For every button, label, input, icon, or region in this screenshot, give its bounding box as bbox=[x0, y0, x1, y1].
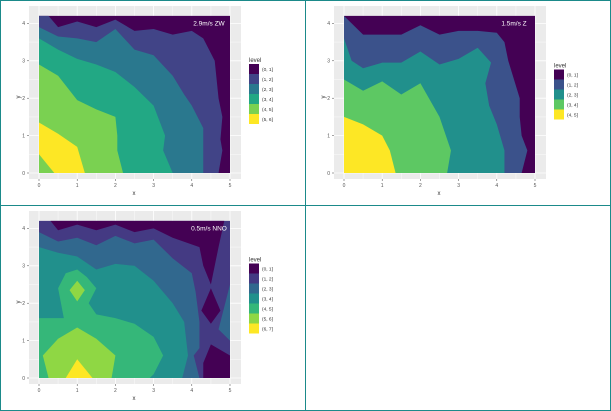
y-tick-label: 1 bbox=[22, 133, 25, 139]
legend-key bbox=[554, 89, 564, 100]
panel-1-5ms-z: 1.5m/s Z 0 1 2 3 4 5 0 1 2 3 4 x y level (0, 1] (1, 2] (2… bbox=[305, 0, 611, 206]
contour-plot: 1.5m/s Z 0 1 2 3 4 5 0 1 2 3 4 x y level(0, 1] (1, 2] (2… bbox=[321, 6, 578, 197]
contour-band-6 bbox=[65, 359, 93, 378]
legend-label: (2, 3] bbox=[262, 87, 273, 93]
x-tick-label: 4 bbox=[495, 183, 498, 189]
empty-panel bbox=[305, 205, 611, 411]
legend-label: (3, 4] bbox=[262, 97, 273, 103]
legend-key bbox=[249, 114, 259, 124]
panel-0-5ms-nno: 0.5m/s NNO 0 1 2 3 4 5 0 1 2 3 4 x y level (0, 1] (1, 2]… bbox=[0, 205, 306, 411]
y-tick-label: 4 bbox=[327, 21, 330, 27]
x-tick-label: 5 bbox=[229, 388, 232, 394]
contour-band-2 bbox=[218, 284, 230, 341]
y-tick-label: 2 bbox=[22, 96, 25, 102]
y-axis-label: y bbox=[16, 96, 22, 99]
legend-key bbox=[249, 293, 259, 304]
legend-label: (5, 6] bbox=[262, 117, 273, 123]
panel-annotation: 0.5m/s NNO bbox=[191, 225, 227, 232]
legend-key bbox=[249, 104, 259, 114]
contour-band-5 bbox=[39, 122, 85, 173]
legend-label: (3, 4] bbox=[262, 296, 273, 302]
panel-annotation: 2.9m/s ZW bbox=[193, 20, 225, 27]
contour-band-0 bbox=[203, 344, 230, 378]
contour-band-4 bbox=[344, 116, 396, 173]
x-tick-label: 3 bbox=[152, 388, 155, 394]
legend-key bbox=[554, 109, 564, 120]
contour-plot: 0.5m/s NNO 0 1 2 3 4 5 0 1 2 3 4 x y level(0, 1] (1, 2]… bbox=[16, 211, 273, 402]
x-tick-label: 0 bbox=[38, 183, 41, 189]
y-tick-label: 1 bbox=[327, 133, 330, 139]
x-tick-label: 2 bbox=[114, 388, 117, 394]
y-tick-label: 4 bbox=[22, 226, 25, 232]
y-tick-label: 3 bbox=[22, 59, 25, 65]
legend-key bbox=[554, 99, 564, 110]
y-tick-label: 3 bbox=[22, 264, 25, 270]
legend-label: (4, 5] bbox=[262, 107, 273, 113]
x-tick-label: 1 bbox=[381, 183, 384, 189]
legend-key bbox=[249, 263, 259, 274]
x-axis-label: x bbox=[438, 191, 441, 197]
x-axis-label: x bbox=[133, 396, 136, 402]
y-tick-label: 0 bbox=[22, 171, 25, 177]
legend-label: (1, 2] bbox=[262, 276, 273, 282]
y-tick-label: 3 bbox=[327, 59, 330, 65]
y-axis-label: y bbox=[16, 301, 22, 304]
panel-2-9ms-zw: 2.9m/s ZW 0 1 2 3 4 5 0 1 2 3 4 x y level (0, 1] (1, 2] (… bbox=[0, 0, 306, 206]
legend-label: (4, 5] bbox=[262, 306, 273, 312]
legend-label: (2, 3] bbox=[262, 286, 273, 292]
y-axis-label: y bbox=[321, 96, 327, 99]
legend-title: level bbox=[249, 58, 261, 64]
contour-plot: 2.9m/s ZW 0 1 2 3 4 5 0 1 2 3 4 x y level(0, 1] (1, 2] (… bbox=[16, 6, 273, 197]
x-tick-label: 1 bbox=[76, 388, 79, 394]
y-tick-label: 4 bbox=[22, 21, 25, 27]
legend-title: level bbox=[249, 258, 261, 264]
legend-key bbox=[249, 74, 259, 84]
legend-label: (4, 5] bbox=[567, 112, 578, 118]
x-tick-label: 0 bbox=[343, 183, 346, 189]
legend-key bbox=[249, 323, 259, 334]
legend-label: (2, 3] bbox=[567, 92, 578, 98]
legend-key bbox=[249, 273, 259, 284]
x-tick-label: 5 bbox=[534, 183, 537, 189]
panel-annotation: 1.5m/s Z bbox=[501, 20, 526, 27]
legend-title: level bbox=[554, 64, 566, 70]
legend-key bbox=[554, 69, 564, 80]
y-tick-label: 0 bbox=[22, 376, 25, 382]
x-tick-label: 2 bbox=[114, 183, 117, 189]
legend-label: (1, 2] bbox=[262, 77, 273, 83]
x-tick-label: 3 bbox=[457, 183, 460, 189]
legend-label: (6, 7] bbox=[262, 326, 273, 332]
contour-band-0 bbox=[50, 220, 225, 285]
legend-label: (0, 1] bbox=[262, 266, 273, 272]
legend-key bbox=[249, 283, 259, 294]
x-tick-label: 4 bbox=[190, 388, 193, 394]
legend-key bbox=[249, 64, 259, 74]
x-tick-label: 1 bbox=[76, 183, 79, 189]
legend-label: (0, 1] bbox=[567, 72, 578, 78]
legend-key bbox=[249, 313, 259, 324]
legend-label: (5, 6] bbox=[262, 316, 273, 322]
legend-label: (0, 1] bbox=[262, 67, 273, 73]
legend-key bbox=[249, 94, 259, 104]
contour-band-5 bbox=[69, 280, 85, 302]
y-tick-label: 0 bbox=[327, 171, 330, 177]
x-tick-label: 3 bbox=[152, 183, 155, 189]
contour-band-5 bbox=[42, 327, 116, 378]
y-tick-label: 2 bbox=[327, 96, 330, 102]
legend-key bbox=[249, 303, 259, 314]
x-axis-label: x bbox=[133, 191, 136, 197]
x-tick-label: 2 bbox=[419, 183, 422, 189]
legend-key bbox=[554, 79, 564, 90]
x-tick-label: 4 bbox=[190, 183, 193, 189]
y-tick-label: 2 bbox=[22, 301, 25, 307]
y-tick-label: 1 bbox=[22, 338, 25, 344]
legend-label: (3, 4] bbox=[567, 102, 578, 108]
x-tick-label: 5 bbox=[229, 183, 232, 189]
contour-band-0 bbox=[201, 288, 221, 324]
legend-key bbox=[249, 84, 259, 94]
legend-label: (1, 2] bbox=[567, 82, 578, 88]
x-tick-label: 0 bbox=[38, 388, 41, 394]
